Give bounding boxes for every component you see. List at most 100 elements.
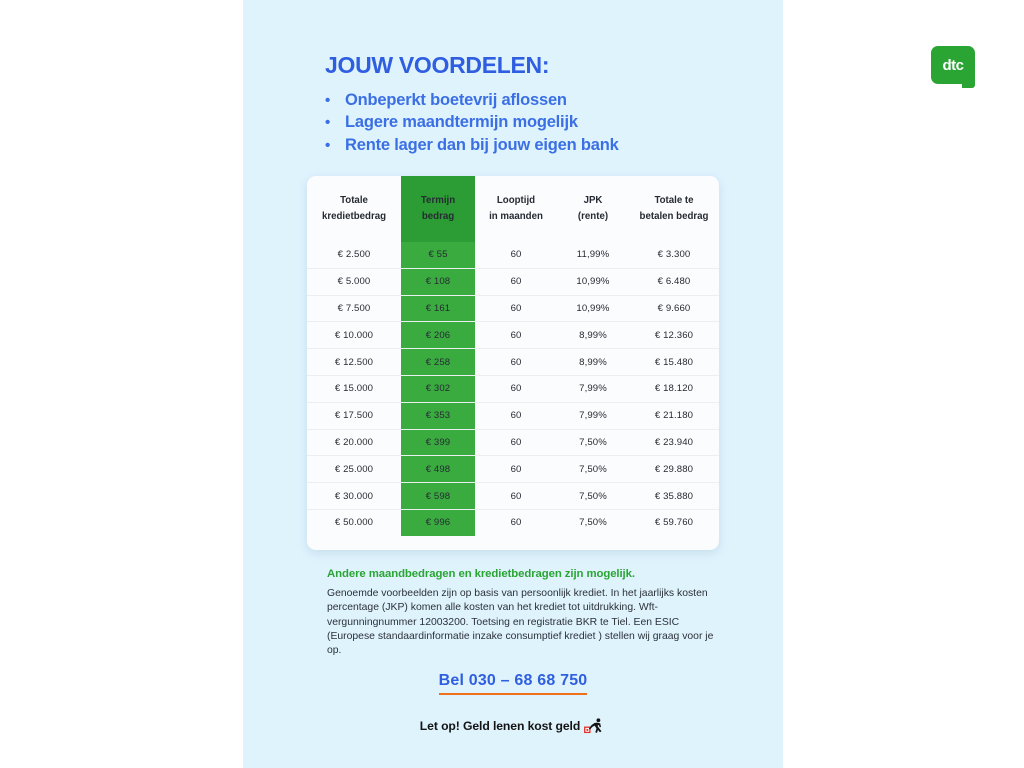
cell-totaal: € 59.760	[629, 508, 719, 536]
cell-jpk: 8,99%	[557, 321, 629, 349]
cell-jpk: 7,99%	[557, 401, 629, 430]
cell-looptijd: 60	[475, 482, 557, 510]
cell-termijn: € 206	[401, 321, 475, 349]
cell-bedrag: € 12.500	[307, 348, 401, 376]
table-row: € 20.000 € 399 60 7,50% € 23.940	[307, 428, 719, 456]
warning-container: Let op! Geld lenen kost geld	[243, 718, 783, 734]
cell-looptijd: 60	[475, 428, 557, 456]
cell-termijn: € 302	[401, 374, 475, 403]
list-item: • Lagere maandtermijn mogelijk	[325, 111, 745, 133]
benefits-header: JOUW VOORDELEN: • Onbeperkt boetevrij af…	[325, 52, 745, 156]
cell-termijn: € 498	[401, 455, 475, 483]
benefit-label: Rente lager dan bij jouw eigen bank	[345, 135, 619, 154]
table-row: € 5.000 € 108 60 10,99% € 6.480	[307, 267, 719, 296]
column-header-totaal: Totale te betalen bedrag	[639, 195, 709, 222]
cell-totaal: € 6.480	[629, 267, 719, 296]
cell-looptijd: 60	[475, 455, 557, 483]
cell-totaal: € 12.360	[629, 321, 719, 349]
column-header-bedrag: Totale kredietbedrag	[321, 195, 387, 222]
cell-totaal: € 15.480	[629, 348, 719, 376]
bullet-icon: •	[325, 114, 331, 132]
cell-bedrag: € 10.000	[307, 321, 401, 349]
cell-termijn: € 258	[401, 348, 475, 376]
bullet-icon: •	[325, 92, 331, 109]
cell-looptijd: 60	[475, 294, 557, 322]
cell-jpk: 7,50%	[557, 428, 629, 456]
cell-termijn: € 399	[401, 428, 475, 456]
cell-bedrag: € 25.000	[307, 455, 401, 483]
table-row: € 10.000 € 206 60 8,99% € 12.360	[307, 321, 719, 349]
cell-looptijd: 60	[475, 374, 557, 403]
cell-bedrag: € 50.000	[307, 508, 401, 536]
cell-looptijd: 60	[475, 348, 557, 376]
footnote-block: Andere maandbedragen en kredietbedragen …	[327, 568, 717, 659]
footnote-body: Genoemde voorbeelden zijn op basis van p…	[327, 588, 714, 657]
cell-termijn: € 108	[401, 267, 475, 296]
cell-bedrag: € 7.500	[307, 294, 401, 322]
cell-bedrag: € 15.000	[307, 374, 401, 403]
cell-jpk: 7,50%	[557, 482, 629, 510]
cell-totaal: € 18.120	[629, 374, 719, 403]
cell-jpk: 8,99%	[557, 348, 629, 376]
table-row: € 15.000 € 302 60 7,99% € 18.120	[307, 374, 719, 403]
cell-totaal: € 29.880	[629, 455, 719, 483]
cell-totaal: € 3.300	[657, 249, 691, 261]
rate-table-card: Totale kredietbedrag Termijn bedrag Loop…	[307, 176, 719, 550]
cell-bedrag: € 17.500	[307, 401, 401, 430]
cell-looptijd: 60	[475, 321, 557, 349]
bullet-icon: •	[325, 136, 331, 154]
table-row: € 30.000 € 598 60 7,50% € 35.880	[307, 482, 719, 510]
table-header-row: Totale kredietbedrag Termijn bedrag Loop…	[307, 176, 719, 242]
cell-termijn: € 161	[401, 294, 475, 322]
cell-jpk: 7,50%	[557, 508, 629, 536]
cell-jpk: 7,99%	[557, 374, 629, 403]
logo-wordmark: dtc	[942, 56, 965, 74]
table-row: € 2.500 € 55 60 11,99% € 3.300	[307, 242, 719, 269]
cell-termijn: € 353	[401, 401, 475, 430]
dtc-logo: dtc	[931, 46, 975, 88]
card-bottom-spacer	[307, 536, 719, 550]
cell-totaal: € 9.660	[629, 294, 719, 322]
cell-bedrag: € 5.000	[307, 267, 401, 296]
cell-termijn: € 55	[401, 242, 475, 269]
cell-bedrag: € 2.500	[337, 249, 371, 261]
table-row: € 25.000 € 498 60 7,50% € 29.880	[307, 455, 719, 483]
cell-jpk: 7,50%	[557, 455, 629, 483]
cell-termijn: € 996	[401, 508, 475, 536]
cell-bedrag: € 30.000	[307, 482, 401, 510]
list-item: • Onbeperkt boetevrij aflossen	[325, 89, 745, 111]
footnote-heading: Andere maandbedragen en kredietbedragen …	[327, 568, 635, 580]
cell-jpk: 10,99%	[557, 294, 629, 322]
cell-totaal: € 35.880	[629, 482, 719, 510]
logo-speech-tail-shape	[962, 75, 975, 88]
cell-jpk: 11,99%	[576, 249, 610, 261]
cell-looptijd: 60	[475, 508, 557, 536]
cell-jpk: 10,99%	[557, 267, 629, 296]
table-row: € 17.500 € 353 60 7,99% € 21.180	[307, 401, 719, 430]
benefits-list: • Onbeperkt boetevrij aflossen • Lagere …	[325, 89, 745, 156]
cell-termijn: € 598	[401, 482, 475, 510]
cell-looptijd: 60	[510, 249, 522, 261]
page-title: JOUW VOORDELEN:	[325, 52, 550, 78]
table-header: Totale kredietbedrag Termijn bedrag Loop…	[307, 176, 719, 242]
column-header-termijn: Termijn bedrag	[401, 176, 475, 242]
warning-label: Let op! Geld lenen kost geld	[419, 719, 581, 733]
phone-cta-container: Bel 030 – 68 68 750	[243, 672, 783, 695]
cell-bedrag: € 20.000	[307, 428, 401, 456]
cell-looptijd: 60	[475, 267, 557, 296]
column-header-jpk: JPK (rente)	[577, 195, 609, 222]
cell-totaal: € 23.940	[629, 428, 719, 456]
list-item: • Rente lager dan bij jouw eigen bank	[325, 134, 745, 156]
rate-table: Totale kredietbedrag Termijn bedrag Loop…	[307, 176, 719, 536]
benefit-label: Lagere maandtermijn mogelijk	[345, 113, 578, 132]
table-row: € 12.500 € 258 60 8,99% € 15.480	[307, 348, 719, 376]
benefit-label: Onbeperkt boetevrij aflossen	[345, 91, 567, 109]
cell-looptijd: 60	[475, 401, 557, 430]
table-row: € 7.500 € 161 60 10,99% € 9.660	[307, 294, 719, 322]
cell-totaal: € 21.180	[629, 401, 719, 430]
phone-cta-link[interactable]: Bel 030 – 68 68 750	[438, 672, 588, 695]
table-row: € 50.000 € 996 60 7,50% € 59.760	[307, 508, 719, 536]
column-header-looptijd: Looptijd in maanden	[489, 195, 543, 222]
table-body: € 2.500 € 55 60 11,99% € 3.300 € 5.000 €…	[307, 242, 719, 536]
